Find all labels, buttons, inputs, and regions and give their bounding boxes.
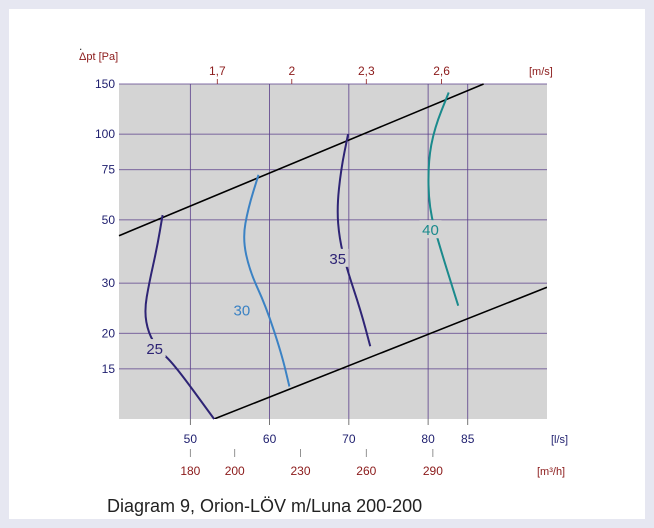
x-tick-label-ls-70: 70 bbox=[342, 432, 356, 446]
x-unit-m3h: [m³/h] bbox=[537, 466, 565, 478]
y-axis-label: Δpt [Pa] bbox=[79, 51, 118, 63]
x-tick-label-m3h-230: 230 bbox=[290, 464, 310, 478]
x-tick-label-ms-1,7: 1,7 bbox=[209, 64, 226, 78]
x-tick-label-ls-60: 60 bbox=[263, 432, 277, 446]
series-label-bg-35 bbox=[326, 248, 349, 267]
x-tick-label-ms-2: 2 bbox=[288, 64, 295, 78]
series-label-bg-40 bbox=[419, 220, 442, 239]
x-tick-label-m3h-290: 290 bbox=[423, 464, 443, 478]
series-label-25: 25 bbox=[146, 341, 163, 358]
x-tick-label-m3h-200: 200 bbox=[225, 464, 245, 478]
series-label-30: 30 bbox=[234, 303, 251, 320]
y-tick-label-15: 15 bbox=[102, 362, 116, 376]
boundary-line-1 bbox=[118, 83, 484, 237]
y-tick-label-75: 75 bbox=[102, 163, 116, 177]
x-tick-label-m3h-260: 260 bbox=[356, 464, 376, 478]
y-tick-label-100: 100 bbox=[95, 127, 115, 141]
x-unit-ms: [m/s] bbox=[529, 66, 553, 78]
series-line-30 bbox=[243, 174, 291, 387]
series-label-40: 40 bbox=[422, 222, 439, 239]
x-tick-label-ms-2,6: 2,6 bbox=[433, 64, 450, 78]
series-line-35 bbox=[336, 133, 372, 347]
y-tick-label-30: 30 bbox=[102, 276, 116, 290]
series-label-35: 35 bbox=[329, 251, 346, 268]
series-label-bg-25 bbox=[143, 339, 166, 358]
y-tick-label-50: 50 bbox=[102, 213, 116, 227]
y-tick-label-150: 150 bbox=[95, 77, 115, 91]
series-line-25 bbox=[144, 214, 215, 420]
boundary-line-2 bbox=[213, 286, 547, 419]
x-unit-ls: [l/s] bbox=[551, 434, 568, 446]
figure-caption: Diagram 9, Orion-LÖV m/Luna 200-200 bbox=[107, 496, 423, 516]
stray-mark: . bbox=[79, 39, 83, 53]
figure-panel: 15 20 30 50 75 100 150 50 60 70 80 85 [l/s] 180 200 230… bbox=[9, 9, 645, 519]
x-tick-label-ls-85: 85 bbox=[461, 432, 475, 446]
series-label-bg-30 bbox=[230, 300, 253, 319]
x-tick-label-m3h-180: 180 bbox=[180, 464, 200, 478]
x-tick-label-ls-80: 80 bbox=[421, 432, 435, 446]
x-tick-label-ls-50: 50 bbox=[184, 432, 198, 446]
y-tick-label-20: 20 bbox=[102, 326, 116, 340]
x-tick-label-ms-2,3: 2,3 bbox=[358, 64, 375, 78]
